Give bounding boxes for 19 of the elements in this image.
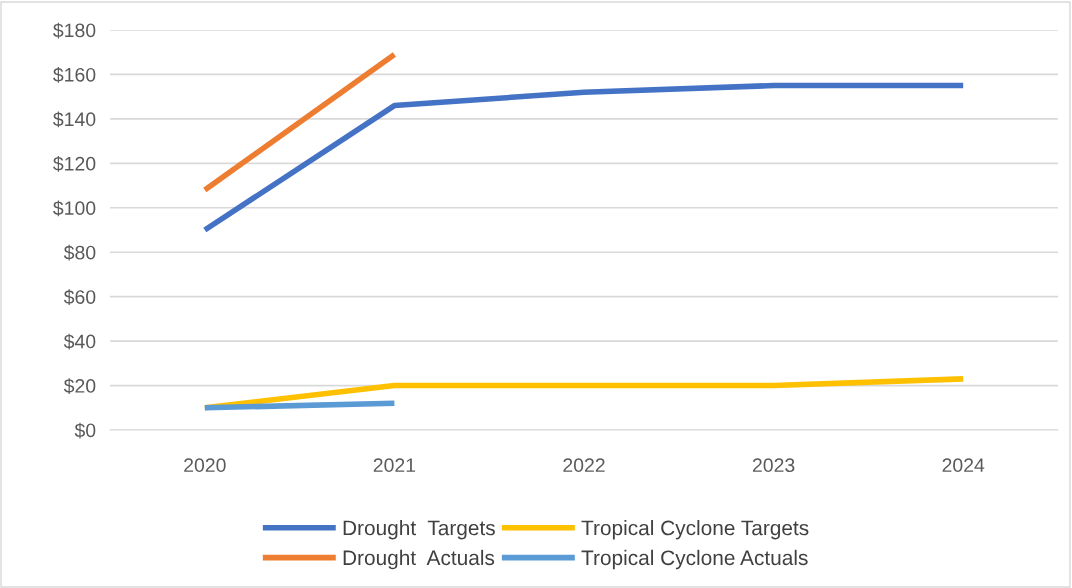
x-tick-label: 2020 [184, 458, 226, 473]
y-tick-label: $60 [63, 289, 96, 306]
legend-label: Drought Actuals [343, 549, 495, 570]
y-tick-label: $160 [53, 67, 96, 83]
y-tick-label: $100 [53, 200, 96, 217]
legend-label: Drought Targets [343, 519, 495, 540]
x-tick-label: 2022 [563, 458, 605, 473]
y-tick-label: $0 [74, 422, 96, 439]
y-tick-label: $40 [63, 333, 96, 350]
y-tick-label: $120 [53, 155, 96, 172]
x-tick-label: 2021 [373, 458, 416, 473]
y-tick-label: $20 [63, 378, 96, 394]
legend-label: Tropical Cyclone Targets [581, 519, 809, 540]
legend-label: Tropical Cyclone Actuals [581, 549, 808, 570]
x-tick-label: 2023 [752, 458, 795, 473]
y-tick-label: $80 [63, 244, 96, 261]
y-tick-label: $140 [53, 111, 96, 128]
x-tick-label: 2024 [942, 458, 985, 473]
y-tick-label: $180 [53, 22, 96, 39]
